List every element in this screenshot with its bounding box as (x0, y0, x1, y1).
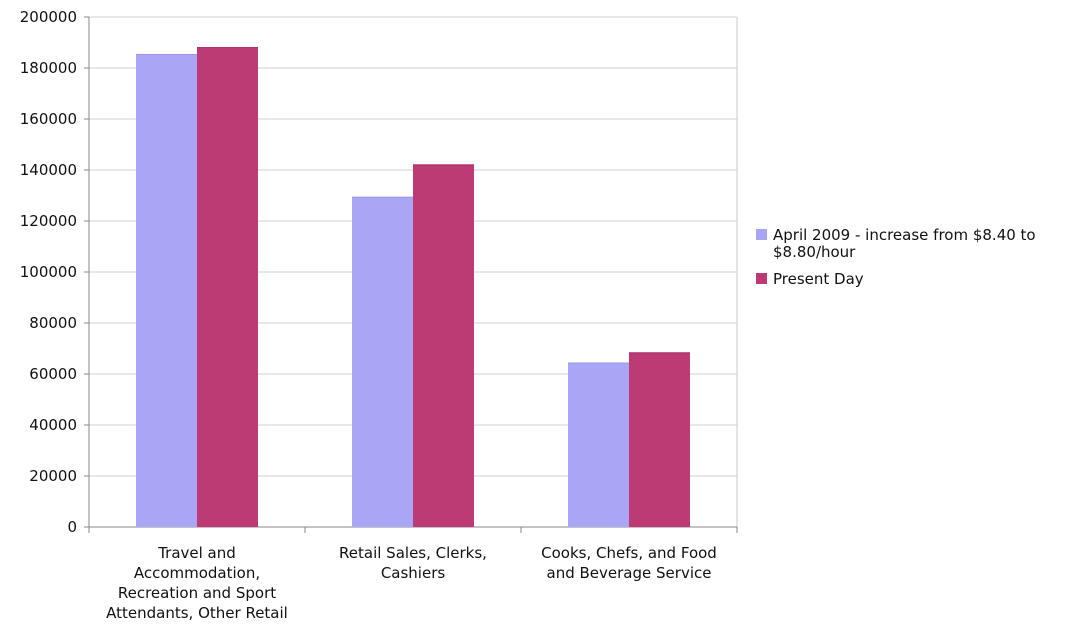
x-category-label-line: Retail Sales, Clerks, (339, 544, 487, 562)
y-tick-label: 160000 (20, 110, 77, 128)
x-category-label-line: Cashiers (381, 564, 446, 582)
bar (352, 196, 413, 527)
x-category-label-line: and Beverage Service (547, 564, 712, 582)
bar (197, 47, 258, 528)
x-category-label-line: Travel and (157, 544, 236, 562)
y-tick-label: 20000 (29, 467, 77, 485)
y-tick-label: 100000 (20, 263, 77, 281)
bar (413, 164, 474, 527)
bar (136, 53, 197, 527)
legend-label-line: Present Day (773, 270, 864, 288)
legend-label-line: April 2009 - increase from $8.40 to (773, 226, 1036, 244)
y-tick-label: 180000 (20, 59, 77, 77)
y-tick-label: 120000 (20, 212, 77, 230)
y-tick-label: 60000 (29, 365, 77, 383)
x-category-label-line: Cooks, Chefs, and Food (541, 544, 717, 562)
legend-label: April 2009 - increase from $8.40 to $8.80… (773, 226, 1036, 261)
y-tick-label: 80000 (29, 314, 77, 332)
bar (568, 362, 629, 527)
y-tick-label: 0 (67, 518, 77, 536)
legend-swatch (756, 229, 767, 240)
x-category-label-line: Recreation and Sport (118, 584, 276, 602)
legend-label-line: $8.80/hour (773, 243, 856, 261)
y-tick-label: 40000 (29, 416, 77, 434)
bar (629, 352, 690, 527)
y-tick-label: 140000 (20, 161, 77, 179)
x-category-label: Travel and Accommodation, Recreation and S… (106, 544, 288, 622)
x-category-label: Retail Sales, Clerks, Cashiers (339, 544, 487, 582)
x-category-label-line: Attendants, Other Retail (106, 604, 288, 622)
x-category-label-line: Accommodation, (134, 564, 260, 582)
y-tick-label: 200000 (20, 8, 77, 26)
legend-label: Present Day (773, 270, 864, 288)
legend-swatch (756, 273, 767, 284)
x-category-label: Cooks, Chefs, and Food and Beverage Servi… (541, 544, 717, 582)
